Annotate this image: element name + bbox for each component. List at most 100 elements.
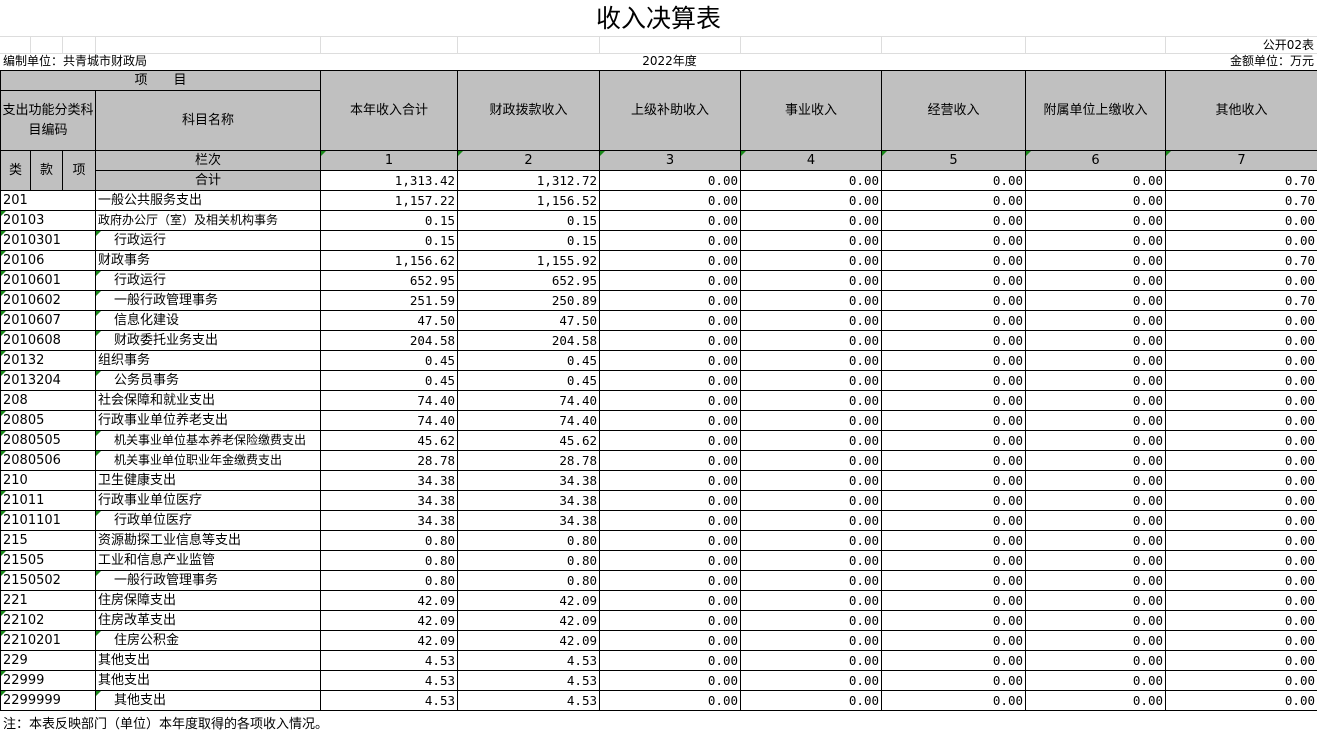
row-value: 0.00 <box>599 590 742 611</box>
total-row: 合计 1,313.42 1,312.72 0.00 0.00 0.00 0.00… <box>1 170 1317 191</box>
row-value: 0.15 <box>457 230 601 251</box>
row-value: 0.00 <box>1025 290 1167 311</box>
row-code: 2080506 <box>0 450 96 471</box>
row-value: 4.53 <box>320 650 459 671</box>
row-value: 0.00 <box>740 370 883 391</box>
table-row: 215 资源勘探工业信息等支出 0.80 0.80 0.00 0.00 0.00 0.00 0.… <box>0 530 1317 551</box>
row-value: 45.62 <box>320 430 459 451</box>
row-value: 0.00 <box>599 350 742 371</box>
col-number: 3 <box>599 150 742 171</box>
amount-unit: 金额单位：万元 <box>1229 54 1314 68</box>
row-name: 行政运行 <box>94 230 322 251</box>
row-value: 0.00 <box>740 330 883 351</box>
row-code: 2101101 <box>0 510 96 531</box>
row-value: 0.00 <box>599 390 742 411</box>
total-label: 合计 <box>94 170 322 191</box>
col-header: 上级补助收入 <box>599 70 742 151</box>
table-row: 20132 组织事务 0.45 0.45 0.00 0.00 0.00 0.00 0.00 <box>0 350 1317 371</box>
row-value: 0.00 <box>881 250 1027 271</box>
row-value: 4.53 <box>457 650 601 671</box>
row-value: 0.00 <box>1165 530 1317 551</box>
row-name: 机关事业单位职业年金缴费支出 <box>94 450 322 471</box>
total-value: 0.00 <box>881 170 1027 191</box>
row-value: 251.59 <box>320 290 459 311</box>
form-code: 公开02表 <box>1262 38 1314 52</box>
row-code: 2010602 <box>0 290 96 311</box>
row-code: 221 <box>0 590 96 611</box>
row-value: 0.00 <box>740 590 883 611</box>
col-header: 其他收入 <box>1165 70 1317 151</box>
row-value: 0.00 <box>1025 590 1167 611</box>
col-number: 7 <box>1165 150 1317 171</box>
row-name: 一般行政管理事务 <box>94 570 322 591</box>
row-name: 财政委托业务支出 <box>94 330 322 351</box>
row-value: 0.00 <box>599 650 742 671</box>
row-value: 0.80 <box>457 550 601 571</box>
row-value: 0.00 <box>1025 610 1167 631</box>
row-code: 2010608 <box>0 330 96 351</box>
row-value: 0.00 <box>740 350 883 371</box>
row-value: 0.00 <box>881 690 1027 711</box>
row-value: 0.00 <box>599 430 742 451</box>
row-value: 0.00 <box>881 310 1027 331</box>
row-name: 住房公积金 <box>94 630 322 651</box>
table-row: 201 一般公共服务支出 1,157.22 1,156.52 0.00 0.00 0.00 0… <box>0 190 1317 211</box>
row-value: 0.00 <box>1025 210 1167 231</box>
row-value: 0.00 <box>1025 350 1167 371</box>
row-value: 0.00 <box>1025 450 1167 471</box>
row-value: 0.00 <box>1165 490 1317 511</box>
compiling-unit: 编制单位：共青城市财政局 <box>3 54 148 68</box>
row-name: 机关事业单位基本养老保险缴费支出 <box>94 430 322 451</box>
fiscal-year: 2022年度 <box>642 54 697 68</box>
row-name: 住房保障支出 <box>94 590 322 611</box>
row-value: 0.00 <box>1025 510 1167 531</box>
row-code: 22102 <box>0 610 96 631</box>
row-value: 0.00 <box>599 690 742 711</box>
row-name: 行政事业单位医疗 <box>94 490 322 511</box>
row-code: 21505 <box>0 550 96 571</box>
row-value: 28.78 <box>457 450 601 471</box>
row-value: 0.00 <box>740 530 883 551</box>
row-value: 0.00 <box>599 470 742 491</box>
row-value: 0.00 <box>1165 570 1317 591</box>
row-name: 一般公共服务支出 <box>94 190 322 211</box>
row-name: 其他支出 <box>94 670 322 691</box>
row-value: 4.53 <box>457 670 601 691</box>
row-code: 2013204 <box>0 370 96 391</box>
row-code: 2299999 <box>0 690 96 711</box>
row-value: 0.00 <box>1025 270 1167 291</box>
row-value: 0.00 <box>740 550 883 571</box>
row-value: 0.00 <box>1165 310 1317 331</box>
row-value: 0.00 <box>1025 430 1167 451</box>
row-value: 0.00 <box>1165 370 1317 391</box>
row-value: 0.00 <box>599 510 742 531</box>
row-value: 0.00 <box>1025 410 1167 431</box>
row-value: 47.50 <box>457 310 601 331</box>
col-number: 6 <box>1025 150 1167 171</box>
table-row: 210 卫生健康支出 34.38 34.38 0.00 0.00 0.00 0.00 0.00 <box>0 470 1317 491</box>
row-value: 0.00 <box>881 410 1027 431</box>
col-number: 2 <box>457 150 601 171</box>
row-value: 0.70 <box>1165 250 1317 271</box>
row-value: 74.40 <box>457 390 601 411</box>
row-value: 0.00 <box>599 270 742 291</box>
col-header: 附属单位上缴收入 <box>1025 70 1167 151</box>
row-value: 0.00 <box>740 410 883 431</box>
row-value: 1,156.62 <box>320 250 459 271</box>
row-value: 0.00 <box>881 370 1027 391</box>
row-value: 0.00 <box>881 530 1027 551</box>
income-settlement-table: 项 目 本年收入合计 财政拨款收入 上级补助收入 事业收入 经营收入 附属单位上… <box>0 70 1317 711</box>
table-row: 20106 财政事务 1,156.62 1,155.92 0.00 0.00 0.00 0.0… <box>0 250 1317 271</box>
row-code: 22999 <box>0 670 96 691</box>
col-header: 财政拨款收入 <box>457 70 601 151</box>
row-value: 0.00 <box>881 350 1027 371</box>
row-value: 0.15 <box>457 210 601 231</box>
total-value: 0.00 <box>740 170 883 191</box>
row-value: 0.00 <box>1025 550 1167 571</box>
row-name: 资源勘探工业信息等支出 <box>94 530 322 551</box>
total-value: 1,313.42 <box>320 170 459 191</box>
row-code: 20106 <box>0 250 96 271</box>
table-row: 22102 住房改革支出 42.09 42.09 0.00 0.00 0.00 0.00 0.0… <box>0 610 1317 631</box>
row-code: 2080505 <box>0 430 96 451</box>
row-value: 0.45 <box>457 350 601 371</box>
